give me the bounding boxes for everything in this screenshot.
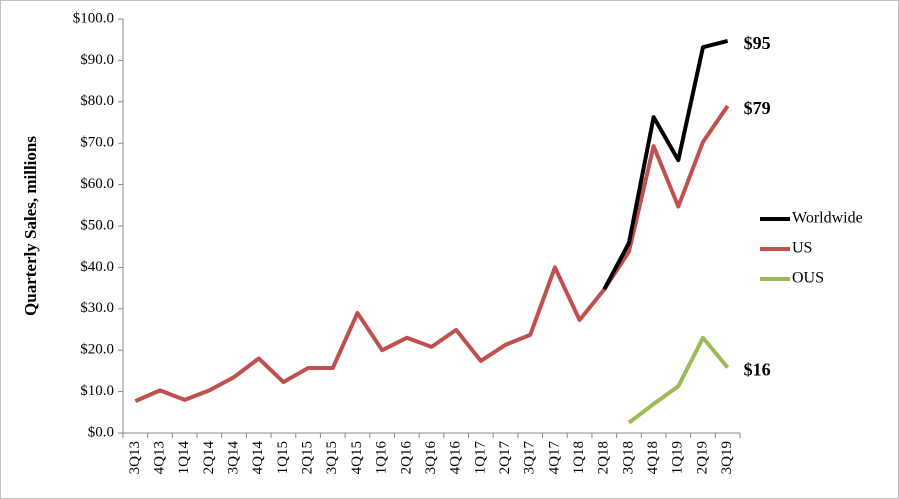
x-tick-label: 2Q18 — [596, 441, 612, 474]
value-label: $16 — [744, 360, 771, 380]
x-tick-label: 2Q14 — [201, 441, 217, 475]
x-tick-label: 3Q17 — [522, 441, 538, 475]
x-tick-label: 2Q15 — [300, 441, 316, 474]
series-line — [134, 104, 730, 403]
series-line — [602, 39, 729, 291]
legend-label: OUS — [792, 270, 824, 287]
x-tick-label: 1Q18 — [571, 441, 587, 474]
value-label: $95 — [744, 33, 771, 53]
x-tick-label: 2Q19 — [694, 441, 710, 474]
y-tick-label: $90.0 — [80, 52, 114, 68]
y-tick-label: $40.0 — [80, 259, 114, 275]
value-label: $79 — [744, 98, 771, 118]
y-tick-label: $80.0 — [80, 93, 114, 109]
series-line — [627, 335, 730, 425]
x-tick-label: 1Q17 — [472, 441, 488, 475]
x-tick-label: 4Q15 — [349, 441, 365, 474]
y-tick-label: $50.0 — [80, 217, 114, 233]
y-tick-label: $10.0 — [80, 383, 114, 399]
x-tick-label: 1Q19 — [670, 441, 686, 474]
y-tick-label: $100.0 — [73, 10, 114, 26]
y-axis-title: Quarterly Sales, millions — [21, 136, 40, 316]
x-tick-label: 3Q16 — [423, 441, 439, 475]
x-tick-label: 3Q13 — [127, 441, 143, 474]
x-tick-label: 2Q16 — [398, 441, 414, 475]
x-tick-label: 2Q17 — [497, 441, 513, 475]
x-tick-label: 4Q14 — [250, 441, 266, 475]
x-tick-label: 4Q16 — [448, 441, 464, 475]
legend-label: Worldwide — [792, 210, 863, 227]
legend-label: US — [792, 240, 812, 257]
y-tick-label: $20.0 — [80, 342, 114, 358]
x-tick-label: 1Q16 — [374, 441, 390, 475]
x-tick-label: 4Q13 — [151, 441, 167, 474]
x-tick-label: 1Q15 — [275, 441, 291, 474]
x-tick-label: 4Q18 — [645, 441, 661, 474]
x-tick-label: 3Q19 — [719, 441, 735, 474]
y-tick-label: $70.0 — [80, 135, 114, 151]
y-tick-label: $60.0 — [80, 176, 114, 192]
y-tick-label: $0.0 — [88, 424, 114, 440]
x-tick-label: 4Q17 — [546, 441, 562, 475]
y-tick-label: $30.0 — [80, 300, 114, 316]
x-tick-label: 3Q14 — [225, 441, 241, 475]
x-tick-label: 3Q18 — [620, 441, 636, 474]
x-tick-label: 3Q15 — [324, 441, 340, 474]
x-tick-label: 1Q14 — [176, 441, 192, 475]
